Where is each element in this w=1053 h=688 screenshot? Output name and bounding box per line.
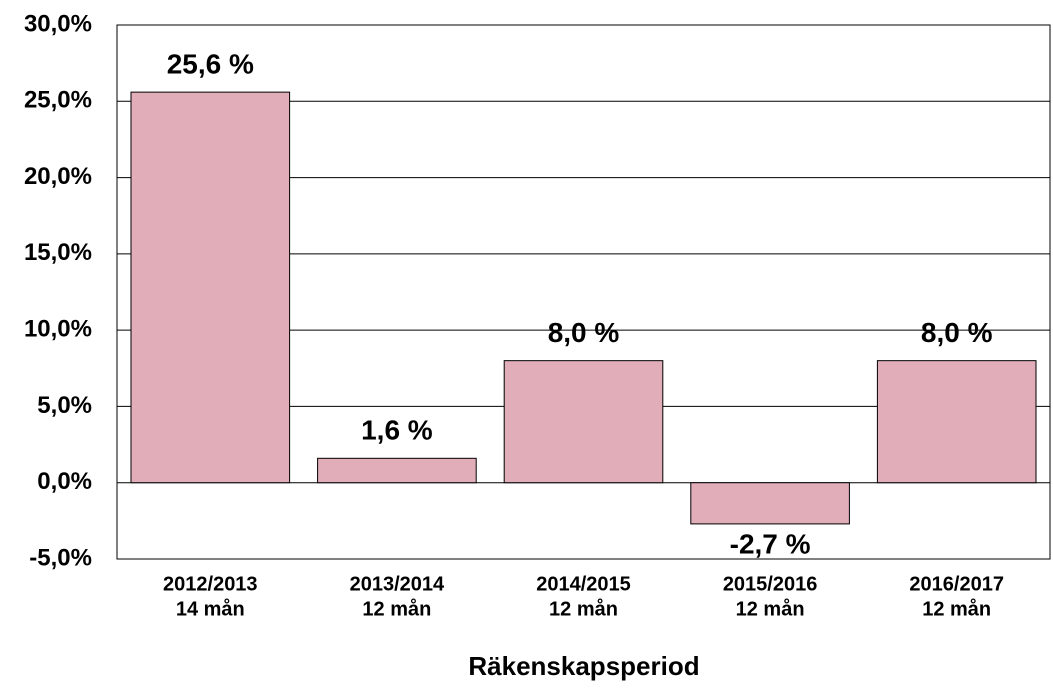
x-tick-label: 2012/2013 (163, 573, 258, 595)
value-label: -2,7 % (730, 528, 811, 559)
value-label: 1,6 % (361, 415, 433, 446)
x-tick-label: 12 mån (922, 597, 991, 620)
bar (690, 482, 850, 525)
value-label: 8,0 % (548, 317, 620, 348)
x-tick-label: 2014/2015 (536, 573, 631, 595)
x-tick-label: 2015/2016 (723, 573, 818, 595)
value-label: 8,0 % (921, 317, 993, 348)
y-tick-label: 0,0% (37, 468, 92, 495)
bar (503, 360, 664, 484)
y-tick-label: 15,0% (24, 239, 92, 266)
x-tick-label: 14 mån (176, 597, 245, 620)
y-tick-label: -5,0% (29, 544, 92, 571)
bar (317, 457, 477, 484)
y-tick-label: 10,0% (24, 315, 92, 342)
bar (876, 360, 1037, 484)
x-tick-label: 12 mån (549, 597, 618, 620)
y-tick-label: 20,0% (24, 163, 92, 190)
x-tick-label: 12 mån (362, 597, 431, 620)
x-axis-label: Räkenskapsperiod (468, 651, 699, 681)
y-tick-label: 5,0% (37, 392, 92, 419)
x-tick-label: 2013/2014 (350, 573, 445, 595)
y-tick-label: 30,0% (24, 10, 92, 37)
x-tick-label: 12 mån (736, 597, 805, 620)
x-tick-label: 2016/2017 (909, 573, 1004, 595)
plot-frame (116, 24, 1051, 560)
bar (130, 91, 291, 484)
value-label: 25,6 % (167, 49, 254, 80)
y-tick-label: 25,0% (24, 87, 92, 114)
